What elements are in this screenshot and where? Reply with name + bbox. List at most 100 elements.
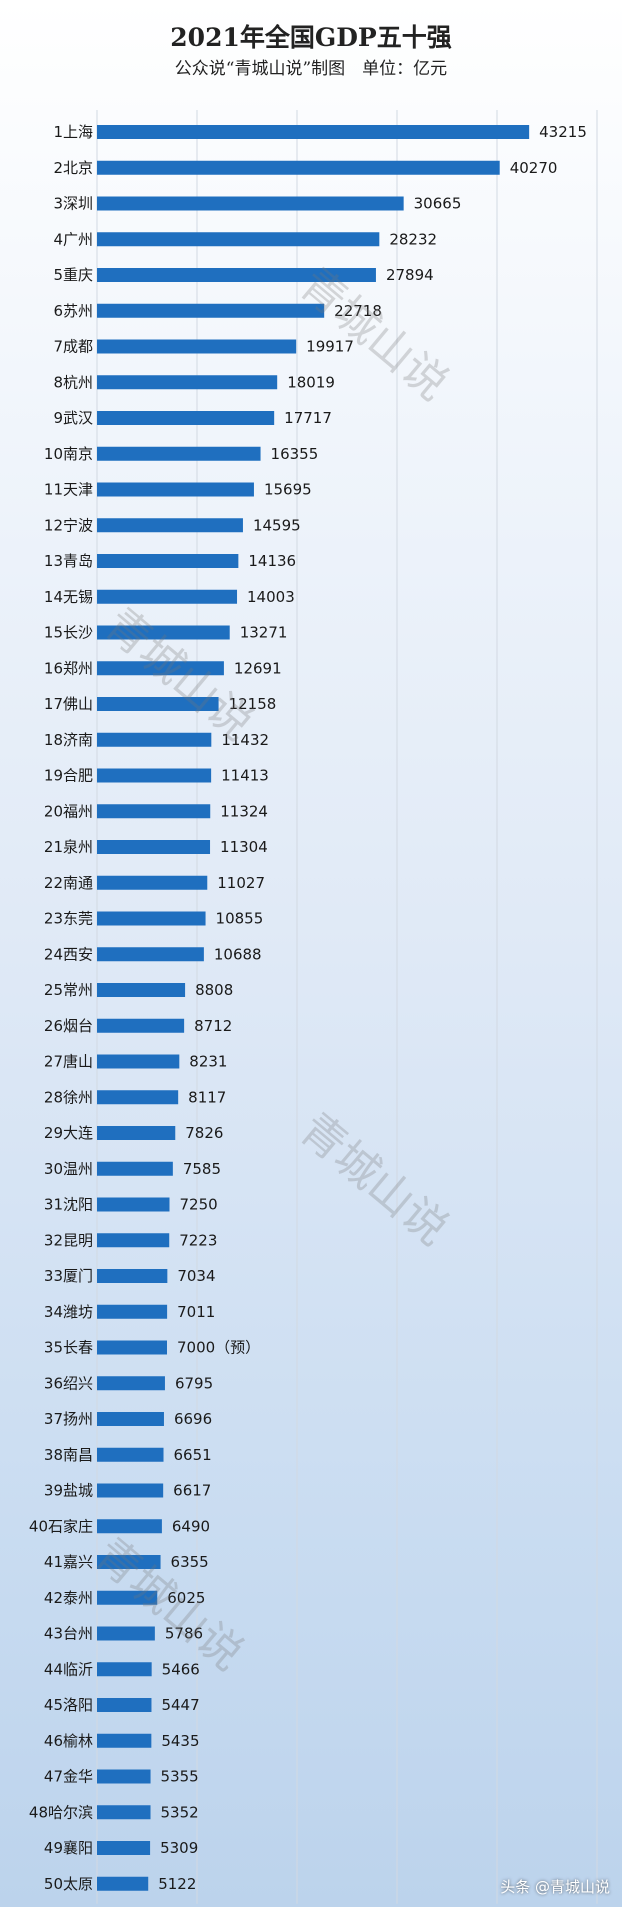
data-label: 5447 [161,1696,199,1714]
data-label: 8808 [195,981,233,999]
category-label: 50太原 [44,1875,93,1893]
data-label: 5355 [161,1768,199,1786]
chart-title: 2021年全国GDP五十强 [170,23,452,52]
bar-20 [97,804,211,819]
category-label: 46榆林 [44,1732,93,1750]
category-label: 39盐城 [44,1482,93,1500]
data-label: 28232 [389,230,437,248]
bar-30 [97,1161,173,1176]
bar-26 [97,1018,185,1033]
bar-24 [97,947,204,962]
category-label: 37扬州 [44,1410,93,1428]
bar-13 [97,554,239,568]
category-label: 28徐州 [44,1088,93,1106]
bar-25 [97,983,186,997]
bar-40 [97,1519,162,1534]
bar-42 [97,1590,158,1605]
category-label: 20福州 [44,802,93,820]
bar-28 [97,1090,179,1105]
category-label: 29大连 [44,1124,93,1142]
bar-32 [97,1233,170,1248]
footer-credit: 头条 @青城山说 [500,1878,610,1896]
bar-19 [97,768,212,783]
data-label: 16355 [271,445,319,463]
data-label: 11027 [217,874,265,892]
bar-43 [97,1626,155,1641]
category-label: 45洛阳 [44,1696,93,1714]
data-label: 6490 [172,1517,210,1535]
category-label: 22南通 [44,874,93,892]
bar-48 [97,1805,151,1820]
bar-39 [97,1483,164,1498]
bar-4 [97,232,380,247]
category-label: 23东莞 [44,910,93,928]
category-label: 8杭州 [53,373,93,391]
data-label: 11413 [221,767,269,785]
category-label: 17佛山 [44,695,93,713]
category-label: 48哈尔滨 [29,1803,93,1821]
category-label: 44临沂 [44,1660,93,1678]
data-label: 27894 [386,266,434,284]
bar-22 [97,875,208,890]
bar-11 [97,482,254,497]
data-label: 8117 [188,1088,226,1106]
bar-34 [97,1304,168,1319]
bar-45 [97,1698,152,1712]
category-label: 41嘉兴 [44,1553,93,1571]
data-label: 17717 [284,409,332,427]
category-label: 10南京 [44,445,93,463]
data-label: 22718 [334,302,382,320]
data-label: 14136 [248,552,296,570]
bar-9 [97,411,275,425]
data-label: 5786 [165,1625,203,1643]
category-label: 16郑州 [44,659,93,677]
category-label: 43台州 [44,1625,93,1643]
bar-29 [97,1126,176,1140]
bar-50 [97,1876,149,1891]
bar-21 [97,840,211,854]
data-label: 7000（预） [177,1339,260,1357]
category-label: 38南昌 [44,1446,93,1464]
bar-23 [97,911,206,926]
data-label: 7826 [185,1124,223,1142]
bar-47 [97,1769,151,1784]
bar-38 [97,1447,164,1462]
category-label: 34潍坊 [44,1303,93,1321]
label-layer: 1上海 43215 2北京 40270 3深圳 30665 4广州 28232 5重庆 27894… [29,123,587,1893]
category-label: 9武汉 [53,409,93,427]
bar-12 [97,518,243,533]
category-label: 31沈阳 [44,1196,93,1214]
category-label: 11天津 [44,481,93,499]
data-label: 14003 [247,588,295,606]
chart-subtitle: 公众说“青城山说”制图 单位：亿元 [174,59,448,79]
data-label: 40270 [510,159,558,177]
bar-17 [97,697,219,711]
category-label: 40石家庄 [29,1517,93,1535]
grid-layer [96,110,598,1904]
data-label: 6651 [174,1446,212,1464]
data-label: 19917 [306,338,354,356]
data-label: 5309 [160,1839,198,1857]
data-label: 5122 [158,1875,196,1893]
bar-15 [97,625,230,640]
category-label: 49襄阳 [44,1839,93,1857]
data-label: 5466 [162,1660,200,1678]
data-label: 15695 [264,481,312,499]
category-label: 26烟台 [44,1017,93,1035]
category-label: 14无锡 [44,588,93,606]
data-label: 11324 [220,802,268,820]
data-label: 10688 [214,945,262,963]
data-label: 7250 [180,1196,218,1214]
data-label: 6355 [171,1553,209,1571]
data-label: 43215 [539,123,587,141]
bar-18 [97,732,212,747]
data-label: 12691 [234,659,282,677]
bar-37 [97,1412,164,1426]
bar-31 [97,1197,170,1212]
data-label: 10855 [216,910,264,928]
bar-27 [97,1054,180,1069]
bar-layer [97,125,530,1891]
category-label: 19合肥 [44,767,93,785]
bar-35 [97,1340,167,1355]
